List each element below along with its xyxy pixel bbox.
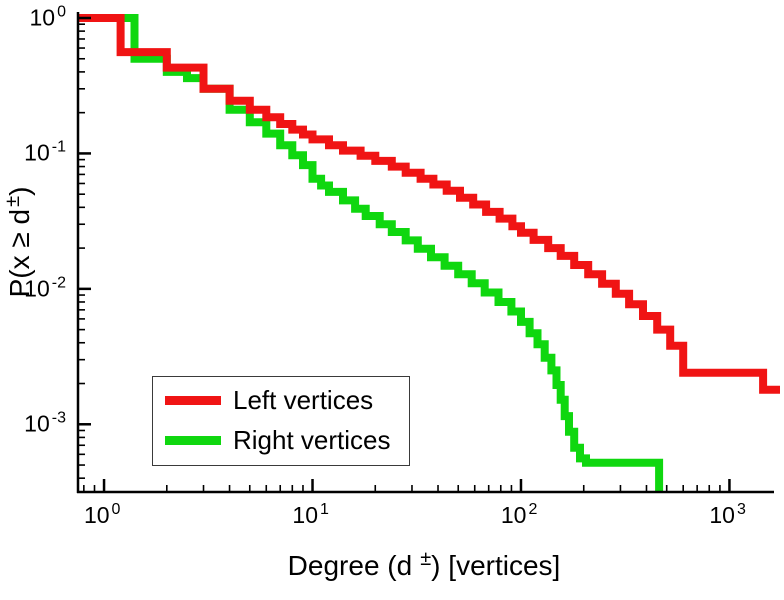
y-tick-label: 10 0 [29,3,67,31]
legend-label-left-vertices: Left vertices [233,385,374,415]
x-axis-label: Degree (d ±) [vertices] [287,548,561,582]
x-axis-label-close: ) [vertices] [431,550,561,581]
x-axis-label-text: Degree (d [287,550,413,581]
legend-item-right-vertices: Right vertices [165,424,391,456]
legend: Left vertices Right vertices [152,376,410,466]
x-axis-plusminus-superscript: ± [420,548,432,570]
y-axis-plusminus-superscript: ± [2,195,24,207]
legend-item-left-vertices: Left vertices [165,385,391,416]
y-tick-label: 10 -1 [24,138,66,166]
x-tick-label: 10 1 [292,501,329,528]
y-axis-label-close: ) [4,186,35,196]
legend-line-sample-green [165,436,221,446]
legend-line-sample-red [165,396,221,406]
series-line [78,14,780,394]
legend-label-right-vertices: Right vertices [233,424,391,455]
y-tick-label: 10 -2 [24,274,66,302]
y-tick-label: 10 -3 [24,409,66,437]
x-tick-label: 10 0 [83,501,121,528]
series-line [78,14,664,492]
x-tick-label: 10 3 [709,501,746,528]
x-tick-label: 10 2 [500,501,538,528]
